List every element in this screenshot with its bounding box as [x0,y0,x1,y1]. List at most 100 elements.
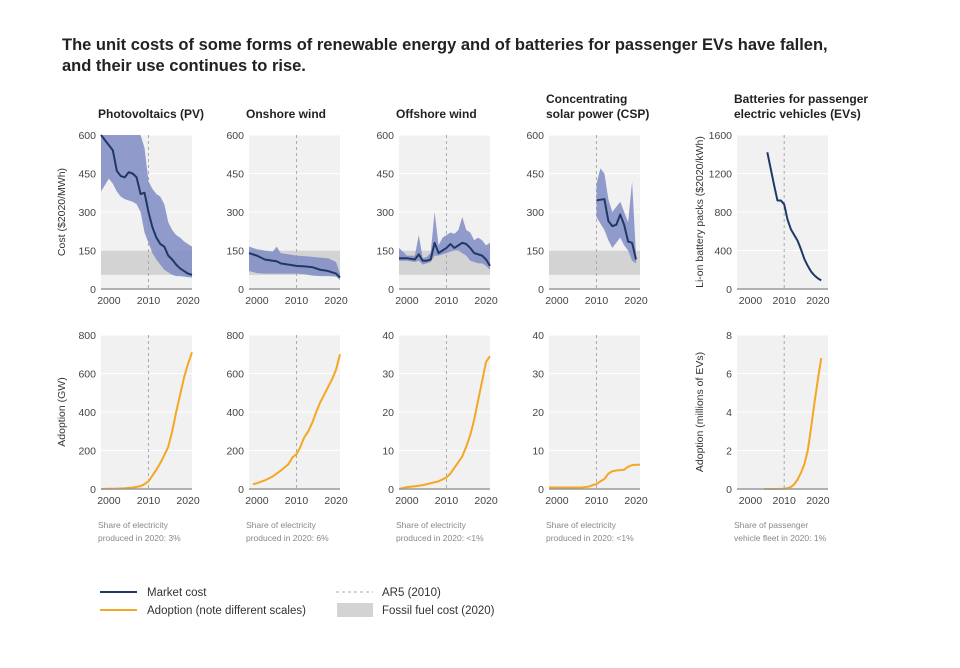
adoption-plot: 0 200 400 600 800 2000 2010 2020 [226,330,347,507]
y-tick-label: 450 [526,169,544,181]
y-tick-label: 1600 [709,130,733,142]
y-tick-label: 0 [388,284,394,296]
x-tick-label: 2000 [545,295,569,307]
y-tick-label: 200 [226,446,244,458]
y-tick-label: 1200 [709,169,733,181]
x-tick-label: 2020 [474,295,498,307]
share-note: Share of electricity [396,520,467,530]
adoption-line [100,352,193,490]
y-tick-label: 150 [376,246,394,258]
y-tick-label: 0 [726,284,732,296]
y-tick-label: 150 [226,246,244,258]
x-tick-label: 2000 [395,295,419,307]
y-tick-label: 450 [226,169,244,181]
adoption-line [252,354,341,486]
y-tick-label: 30 [382,369,394,381]
y-tick-label: 800 [226,330,244,342]
x-tick-label: 2010 [137,295,161,307]
x-tick-label: 2020 [324,495,348,507]
panel-title: Onshore wind [246,107,326,121]
share-note: produced in 2020: <1% [546,533,634,543]
share-note: produced in 2020: <1% [396,533,484,543]
market-cost-line [100,134,193,276]
y-tick-label: 300 [78,207,96,219]
market-cost-line [248,252,341,279]
y-axis-label: Adoption (millions of EVs) [694,352,706,472]
x-tick-label: 2010 [435,295,459,307]
y-tick-label: 600 [78,130,96,142]
share-note: produced in 2020: 6% [246,533,329,543]
x-tick-label: 2010 [773,495,797,507]
fossil-fuel-cost-band [549,250,640,275]
adoption-plot: 0 10 20 30 40 2000 2010 2020 [532,330,648,507]
y-tick-label: 30 [532,369,544,381]
adoption-line [398,355,491,490]
cost-range-band [249,246,340,281]
adoption-plot: 0 2 4 6 8 2000 2010 2020 Adoption (millions of E… [694,330,830,507]
y-tick-label: 300 [226,207,244,219]
panel-title: Offshore wind [396,107,477,121]
legend-ar5-label: AR5 (2010) [382,587,441,599]
panel-title: solar power (CSP) [546,107,649,121]
panel-title: electric vehicles (EVs) [734,107,861,121]
cost-plot: 0 150 300 450 600 2000 2010 2020 [526,130,647,307]
y-tick-label: 600 [376,130,394,142]
y-tick-label: 800 [714,207,732,219]
y-tick-label: 0 [388,484,394,496]
share-note: Share of passenger [734,520,808,530]
panel-title: Concentrating [546,92,627,106]
cost-range-band [596,168,637,264]
y-tick-label: 4 [726,407,732,419]
y-tick-label: 600 [526,130,544,142]
y-tick-label: 600 [226,369,244,381]
x-tick-label: 2020 [324,295,348,307]
x-tick-label: 2010 [435,495,459,507]
x-tick-label: 2020 [806,495,830,507]
y-tick-label: 400 [78,407,96,419]
y-tick-label: 150 [78,246,96,258]
y-tick-label: 0 [238,484,244,496]
y-tick-label: 200 [78,446,96,458]
y-tick-label: 0 [90,284,96,296]
adoption-plot: 0 10 20 30 40 2000 2010 2020 [382,330,498,507]
legend: Market cost Adoption (note different sca… [100,587,495,617]
adoption-plot: 0 200 400 600 800 2000 2010 2020 Adoption (GW) [56,330,200,507]
x-tick-label: 2000 [395,495,419,507]
legend-adoption-label: Adoption (note different scales) [147,605,306,617]
cost-plot: 0 150 300 450 600 2000 2010 2020 [226,130,347,307]
x-tick-label: 2000 [545,495,569,507]
y-tick-label: 0 [538,484,544,496]
y-tick-label: 150 [526,246,544,258]
y-tick-label: 2 [726,446,732,458]
x-tick-label: 2020 [806,295,830,307]
y-tick-label: 10 [382,446,394,458]
y-tick-label: 800 [78,330,96,342]
panel-title: Batteries for passenger [734,92,868,106]
market-cost-line [596,198,638,260]
x-tick-label: 2020 [624,295,648,307]
x-tick-label: 2010 [585,295,609,307]
market-cost-line [399,241,491,267]
y-tick-label: 40 [532,330,544,342]
y-axis-label: Cost ($2020/MWh) [56,168,68,256]
x-tick-label: 2010 [773,295,797,307]
x-tick-label: 2000 [739,495,763,507]
y-tick-label: 450 [376,169,394,181]
figure-title-line-1: The unit costs of some forms of renewabl… [62,36,828,54]
y-tick-label: 8 [726,330,732,342]
x-tick-label: 2020 [624,495,648,507]
y-tick-label: 6 [726,369,732,381]
x-tick-label: 2020 [474,495,498,507]
market-cost-line [766,152,822,282]
x-tick-label: 2010 [285,495,309,507]
share-note: Share of electricity [246,520,317,530]
y-tick-label: 600 [78,369,96,381]
share-note: vehicle fleet in 2020: 1% [734,533,827,543]
share-note: produced in 2020: 3% [98,533,181,543]
y-tick-label: 450 [78,169,96,181]
panel-title: Photovoltaics (PV) [98,107,204,121]
panel-3: Offshore wind 0 150 300 450 600 2000 2010 2020 0 1… [376,107,497,543]
